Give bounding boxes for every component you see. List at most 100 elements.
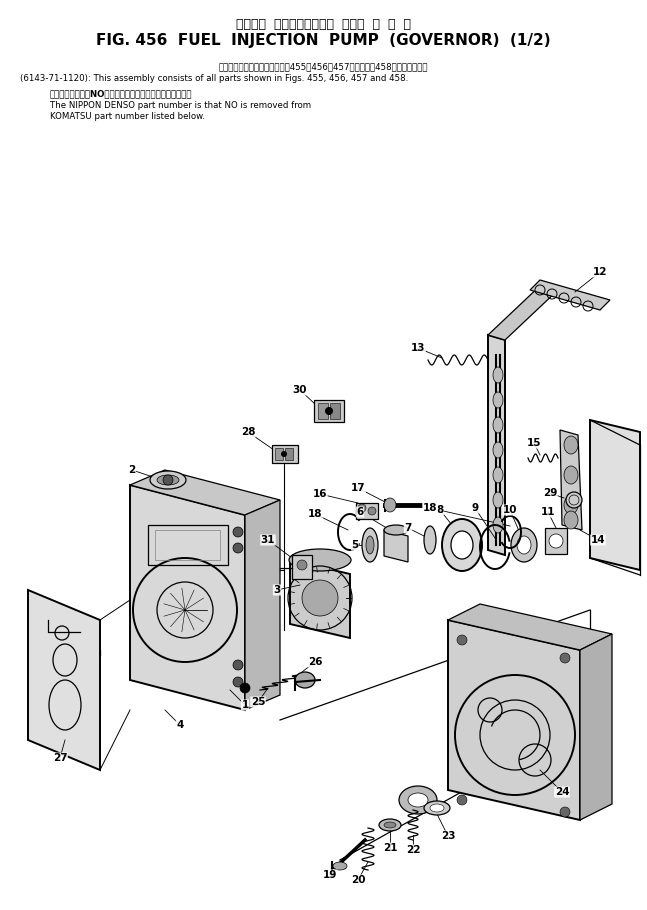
Circle shape: [302, 580, 338, 616]
Text: 14: 14: [591, 535, 606, 545]
Ellipse shape: [564, 496, 578, 514]
Ellipse shape: [564, 511, 578, 529]
Circle shape: [560, 807, 570, 817]
Ellipse shape: [408, 793, 428, 807]
Text: 12: 12: [593, 267, 608, 277]
Circle shape: [281, 451, 287, 457]
Ellipse shape: [384, 498, 396, 512]
Text: 18: 18: [308, 509, 322, 519]
Circle shape: [560, 653, 570, 663]
Bar: [545, 528, 567, 554]
Ellipse shape: [366, 536, 374, 554]
Polygon shape: [384, 530, 408, 562]
Ellipse shape: [493, 492, 503, 508]
Text: 23: 23: [441, 831, 455, 841]
Text: 18: 18: [422, 503, 437, 513]
Circle shape: [233, 543, 243, 553]
Polygon shape: [448, 604, 612, 650]
Text: 8: 8: [436, 505, 444, 515]
Text: 10: 10: [503, 505, 517, 515]
Text: 29: 29: [543, 488, 557, 498]
Bar: [330, 403, 340, 419]
Ellipse shape: [424, 801, 450, 815]
Ellipse shape: [157, 475, 179, 485]
Ellipse shape: [399, 786, 437, 814]
Text: 7: 7: [404, 523, 411, 533]
Bar: [148, 525, 228, 565]
Circle shape: [457, 795, 467, 805]
Text: 24: 24: [554, 787, 569, 797]
Bar: [292, 555, 312, 579]
Ellipse shape: [564, 466, 578, 484]
Text: 11: 11: [541, 507, 555, 517]
Polygon shape: [245, 500, 280, 710]
Circle shape: [457, 635, 467, 645]
Circle shape: [368, 507, 376, 515]
Text: 1: 1: [241, 700, 248, 710]
Ellipse shape: [424, 526, 436, 554]
Ellipse shape: [493, 367, 503, 383]
Text: 21: 21: [383, 843, 397, 853]
Polygon shape: [130, 485, 245, 710]
Ellipse shape: [493, 417, 503, 433]
Polygon shape: [130, 470, 280, 515]
Ellipse shape: [517, 536, 531, 554]
Ellipse shape: [384, 822, 396, 828]
Text: 30: 30: [292, 385, 307, 395]
Text: 当該メーカー形式NOを入力したものが日本廣の品番です。: 当該メーカー形式NOを入力したものが日本廣の品番です。: [50, 89, 193, 98]
Ellipse shape: [295, 672, 315, 688]
Text: 31: 31: [261, 535, 275, 545]
Ellipse shape: [566, 492, 582, 508]
Ellipse shape: [333, 862, 347, 870]
Circle shape: [297, 560, 307, 570]
Bar: [314, 400, 344, 422]
Text: 4: 4: [177, 720, 184, 730]
Text: 15: 15: [527, 438, 542, 448]
Circle shape: [163, 475, 173, 485]
Text: フェエル  インジェクション  ポンプ  ガ  バ  ナ: フェエル インジェクション ポンプ ガ バ ナ: [236, 18, 410, 31]
Ellipse shape: [451, 531, 473, 559]
Text: 26: 26: [308, 657, 322, 667]
Ellipse shape: [493, 392, 503, 408]
Text: 20: 20: [351, 875, 366, 885]
Polygon shape: [488, 335, 505, 555]
Ellipse shape: [150, 471, 186, 489]
Bar: [272, 445, 298, 463]
Polygon shape: [28, 590, 100, 770]
Ellipse shape: [289, 549, 351, 571]
Circle shape: [233, 660, 243, 670]
Ellipse shape: [493, 442, 503, 458]
Ellipse shape: [384, 525, 408, 535]
Text: 17: 17: [351, 483, 366, 493]
Text: 27: 27: [52, 753, 67, 763]
Text: (6143-71-1120): This assembly consists of all parts shown in Figs. 455, 456, 457: (6143-71-1120): This assembly consists o…: [20, 74, 408, 83]
Polygon shape: [560, 430, 582, 530]
Bar: [275, 448, 283, 460]
Ellipse shape: [564, 436, 578, 454]
Bar: [356, 503, 378, 519]
Text: 13: 13: [411, 343, 425, 353]
Text: 6: 6: [356, 507, 364, 517]
Text: 22: 22: [406, 845, 421, 855]
Polygon shape: [448, 620, 580, 820]
Ellipse shape: [362, 528, 378, 562]
Polygon shape: [488, 283, 558, 340]
Ellipse shape: [493, 517, 503, 533]
Circle shape: [325, 407, 333, 415]
Text: 5: 5: [351, 540, 358, 550]
Text: The NIPPON DENSO part number is that NO is removed from: The NIPPON DENSO part number is that NO …: [50, 101, 311, 110]
Text: 28: 28: [241, 427, 256, 437]
Text: 2: 2: [128, 465, 136, 475]
Text: FIG. 456  FUEL  INJECTION  PUMP  (GOVERNOR)  (1/2): FIG. 456 FUEL INJECTION PUMP (GOVERNOR) …: [96, 33, 551, 48]
Ellipse shape: [379, 819, 401, 831]
Ellipse shape: [511, 528, 537, 562]
Text: KOMATSU part number listed below.: KOMATSU part number listed below.: [50, 112, 205, 121]
Circle shape: [240, 683, 250, 693]
Text: 19: 19: [323, 870, 337, 880]
Circle shape: [233, 527, 243, 537]
Text: このアセンブリの構成部品は図455、456、457図および図458図を含みます。: このアセンブリの構成部品は図455、456、457図および図458図を含みます。: [218, 62, 428, 71]
Text: 16: 16: [313, 489, 327, 499]
Circle shape: [358, 504, 366, 512]
Polygon shape: [290, 560, 350, 638]
Bar: [155, 530, 220, 560]
